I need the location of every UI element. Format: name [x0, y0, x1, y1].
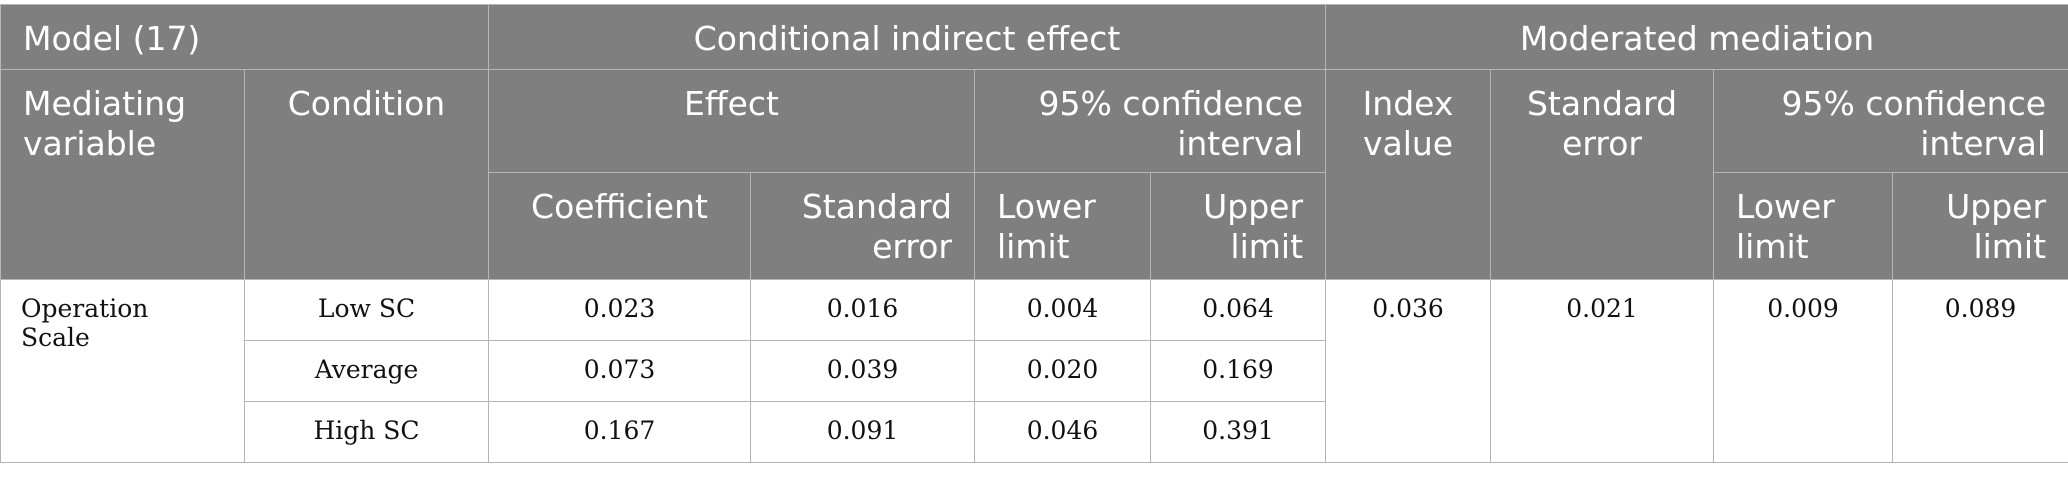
lower-limit-header: Lower limit — [974, 172, 1151, 280]
lower-limit-cell: 0.046 — [974, 401, 1151, 463]
standard-error-cell: 0.039 — [750, 340, 975, 402]
table-row: Operation Scale Low SC 0.023 0.016 0.004… — [0, 279, 2068, 463]
moderated-upper-limit-header: Upper limit — [1892, 172, 2068, 280]
moderated-upper-limit-cell: 0.089 — [1892, 279, 2068, 463]
upper-limit-cell: 0.064 — [1149, 279, 1327, 341]
mediating-variable-cell: Operation Scale — [0, 279, 245, 463]
lower-limit-cell: 0.004 — [974, 279, 1151, 341]
ci-95-header-left: 95% confidence interval — [973, 69, 1327, 173]
moderated-lower-limit-header: Lower limit — [1713, 172, 1894, 280]
standard-error-cell: 0.016 — [750, 279, 975, 341]
conditional-indirect-effect-header: Conditional indirect effect — [487, 4, 1327, 70]
effect-header: Effect — [488, 69, 975, 173]
table-row: High SC 0.167 0.091 0.046 0.391 — [1, 401, 2068, 463]
moderated-standard-error-cell: 0.021 — [1490, 279, 1715, 463]
ci-95-header-right: 95% confidence interval — [1713, 69, 2068, 173]
coefficient-cell: 0.167 — [488, 401, 751, 463]
lower-limit-cell: 0.020 — [974, 340, 1151, 402]
index-value-cell: 0.036 — [1325, 279, 1492, 463]
coefficient-header: Coefficient — [488, 172, 751, 280]
coefficient-cell: 0.073 — [488, 340, 751, 402]
index-value-header: Index value — [1325, 69, 1492, 280]
moderated-mediation-header: Moderated mediation — [1325, 4, 2068, 70]
results-table-container: Model (17) Conditional indirect effect M… — [0, 4, 2068, 463]
condition-cell: High SC — [244, 401, 489, 463]
mediating-variable-header: Mediating variable — [0, 69, 245, 280]
upper-limit-cell: 0.169 — [1149, 340, 1327, 402]
model-header: Model (17) — [0, 4, 489, 70]
moderated-lower-limit-cell: 0.009 — [1713, 279, 1894, 463]
standard-error-header: Standard error — [750, 172, 975, 280]
moderated-standard-error-header: Standard error — [1490, 69, 1715, 280]
upper-limit-cell: 0.391 — [1149, 401, 1327, 463]
moderated-mediation-table: Model (17) Conditional indirect effect M… — [0, 4, 2068, 463]
condition-cell: Average — [244, 340, 489, 402]
standard-error-cell: 0.091 — [750, 401, 975, 463]
coefficient-cell: 0.023 — [488, 279, 751, 341]
condition-header: Condition — [244, 69, 489, 280]
upper-limit-header: Upper limit — [1149, 172, 1327, 280]
condition-cell: Low SC — [244, 279, 489, 341]
